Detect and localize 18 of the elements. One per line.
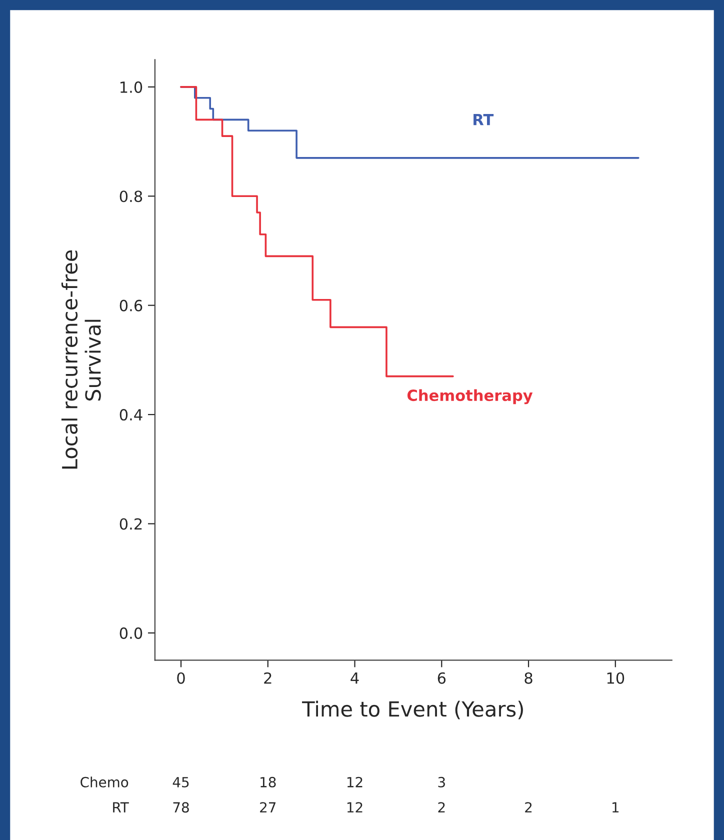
text: Chemo 45 18 12 3: [80, 776, 445, 788]
x-tick-label: 0: [177, 672, 185, 684]
y-tick-label: 0.6: [120, 300, 142, 312]
y-tick-label: 1.0: [120, 81, 142, 93]
x-tick-label: 2: [264, 672, 272, 684]
y-tick-label: 0.0: [120, 627, 142, 639]
y-tick-label: 0.8: [120, 190, 142, 202]
y-tick-label: 0.4: [120, 409, 142, 421]
x-tick-label: 8: [524, 672, 532, 684]
y-tick-label: 0.2: [120, 518, 142, 530]
text: RT 78 27 12 2 2 1: [113, 802, 619, 813]
x-axis-title: Time to Event (Years): [302, 700, 523, 720]
series-label: Chemotherapy: [407, 389, 533, 404]
x-tick-label: 4: [350, 672, 359, 684]
x-tick-label: 6: [438, 672, 446, 684]
text: RT: [474, 114, 494, 126]
x-tick-label: 10: [607, 672, 624, 684]
y-axis-title: Local recurrence-free Survival: [61, 250, 101, 469]
